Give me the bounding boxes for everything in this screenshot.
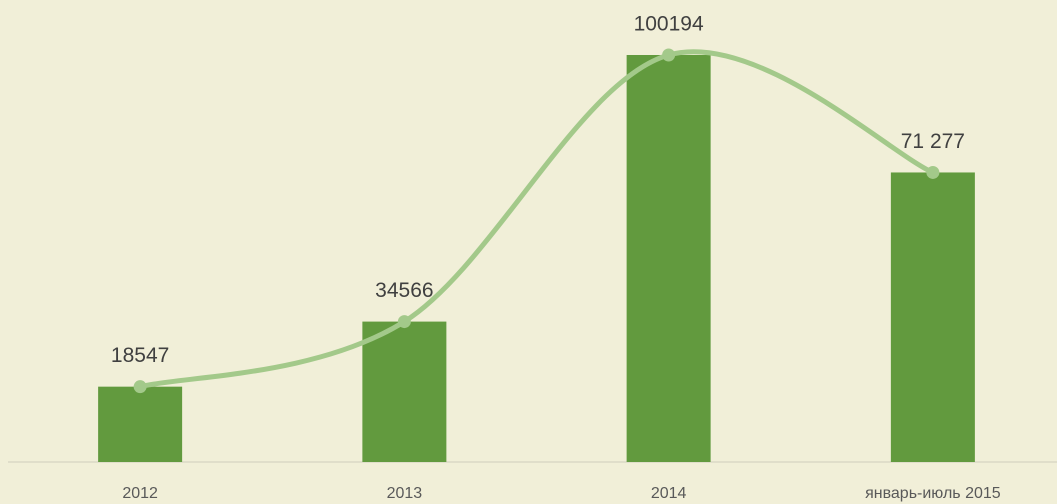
data-label: 100194 xyxy=(634,13,704,36)
line-marker xyxy=(397,315,411,329)
line-marker xyxy=(926,165,940,179)
line-marker xyxy=(662,48,676,62)
line-marker xyxy=(133,380,147,394)
x-tick-label: январь-июль 2015 xyxy=(865,485,1001,502)
data-label: 18547 xyxy=(111,344,169,367)
data-label: 34566 xyxy=(375,279,433,302)
bar xyxy=(626,55,711,462)
x-tick-label: 2013 xyxy=(387,485,423,502)
x-tick-label: 2012 xyxy=(122,485,158,502)
bar xyxy=(890,172,975,463)
x-tick-label: 2014 xyxy=(651,485,687,502)
bar xyxy=(98,386,183,462)
data-label: 71 277 xyxy=(901,130,965,153)
trend-line xyxy=(137,49,936,390)
bar xyxy=(362,321,447,462)
